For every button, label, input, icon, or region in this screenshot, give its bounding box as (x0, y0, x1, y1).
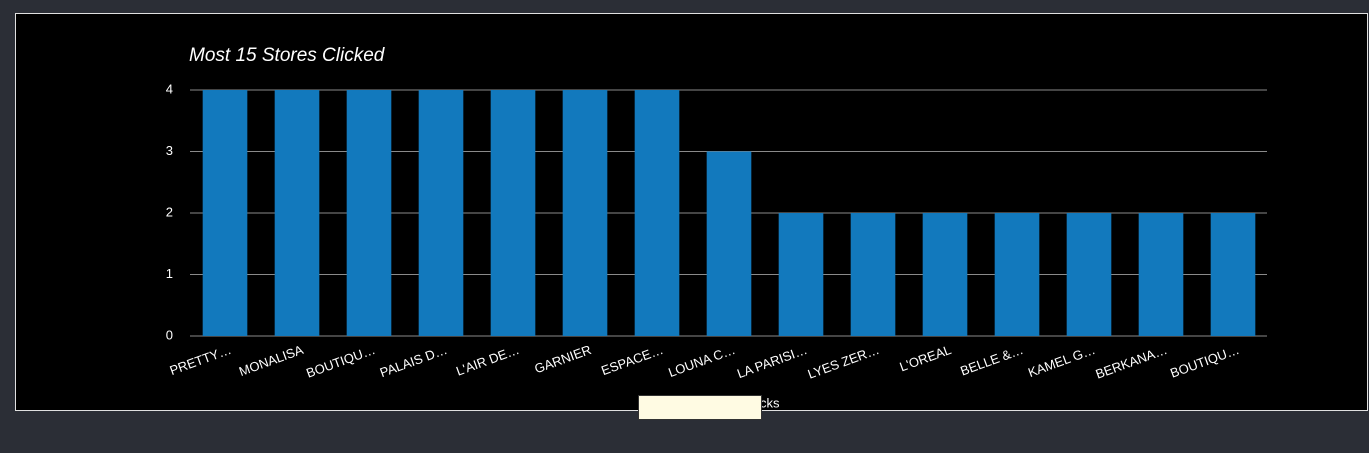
bar (418, 90, 464, 336)
bar (778, 213, 824, 336)
y-tick-label: 3 (166, 143, 173, 158)
bar (922, 213, 968, 336)
bar (562, 90, 608, 336)
y-tick-label: 1 (166, 266, 173, 281)
bar (490, 90, 536, 336)
tooltip (638, 395, 762, 420)
bar (706, 151, 752, 336)
y-tick-label: 4 (166, 81, 173, 96)
bar (1210, 213, 1256, 336)
bar (1138, 213, 1184, 336)
legend-text: cks (760, 395, 780, 410)
bar (994, 213, 1040, 336)
bar (850, 213, 896, 336)
bar (346, 90, 392, 336)
bar (1066, 213, 1112, 336)
bar (274, 90, 320, 336)
chart-title: Most 15 Stores Clicked (189, 45, 386, 66)
bar (202, 90, 248, 336)
bar (634, 90, 680, 336)
y-tick-label: 0 (166, 327, 173, 342)
y-tick-label: 2 (166, 204, 173, 219)
